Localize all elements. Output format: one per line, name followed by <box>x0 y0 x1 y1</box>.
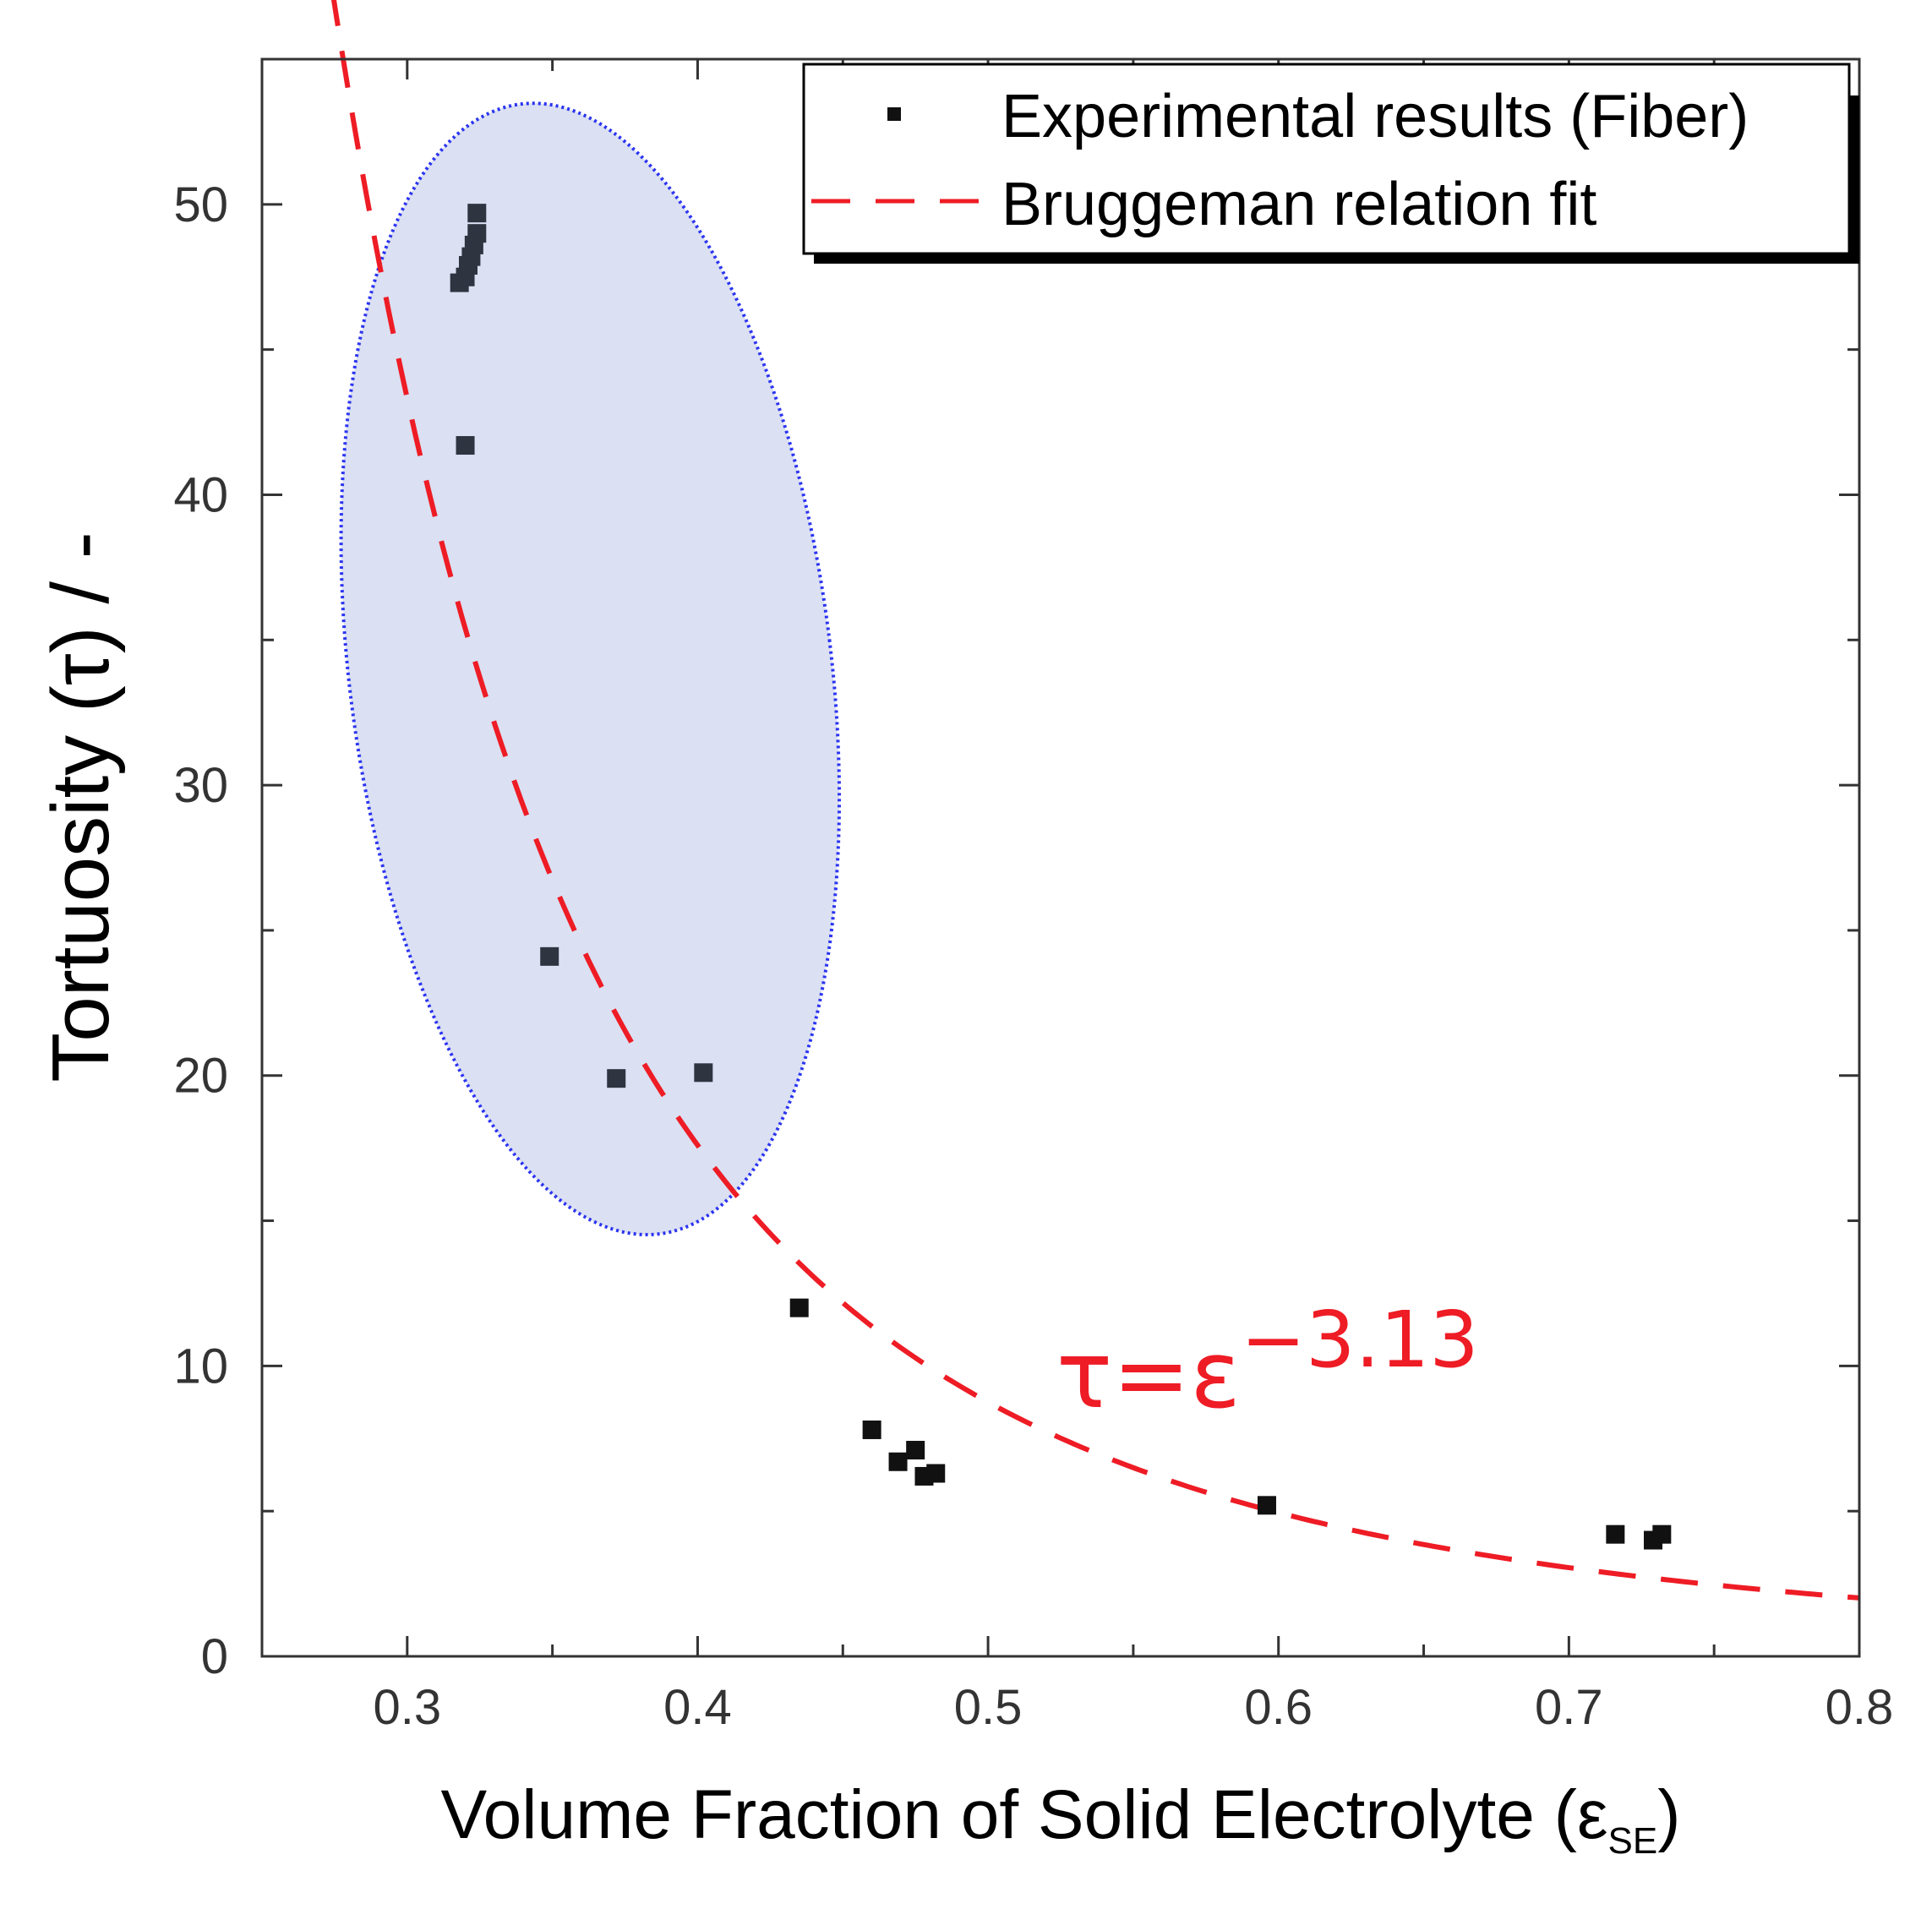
data-point <box>926 1464 946 1483</box>
x-tick-label: 0.3 <box>373 1680 441 1735</box>
data-point <box>789 1298 809 1317</box>
x-axis-title: Volume Fraction of Solid Electrolyte (εS… <box>440 1776 1680 1862</box>
x-axis-title-main: Volume Fraction of Solid Electrolyte (ε <box>440 1776 1607 1853</box>
data-point <box>862 1420 881 1439</box>
legend-label-experimental: Experimental results (Fiber) <box>1001 83 1749 150</box>
y-tick-label: 0 <box>201 1629 228 1684</box>
x-tick-label: 0.8 <box>1826 1680 1894 1735</box>
data-point <box>906 1441 925 1460</box>
y-axis-ticks: 0 10 20 30 40 50 <box>173 57 1859 1684</box>
y-axis-title: Tortuosity (τ) / - <box>35 532 126 1082</box>
x-tick-label: 0.5 <box>954 1680 1023 1735</box>
x-tick-label: 0.4 <box>663 1680 732 1735</box>
data-point <box>1257 1496 1276 1515</box>
data-points <box>450 204 1672 1550</box>
highlight-region <box>339 101 842 1237</box>
plot-frame <box>260 57 1861 1658</box>
legend-box <box>802 63 1851 255</box>
bruggeman-fit-curve <box>330 0 1860 1601</box>
x-axis-title-subscript: SE <box>1608 1820 1658 1862</box>
equation-exponent: −3.13 <box>1241 1295 1479 1385</box>
data-point <box>540 946 559 966</box>
data-point <box>607 1069 626 1088</box>
equation-label: τ=ε−3.13 <box>1056 1295 1479 1429</box>
data-point <box>456 436 475 455</box>
equation-base: τ=ε <box>1056 1321 1241 1429</box>
y-tick-label: 40 <box>173 467 228 522</box>
legend-label-bruggeman: Bruggeman relation fit <box>1001 171 1596 238</box>
x-axis-ticks: 0.3 0.4 0.5 0.6 0.7 0.8 <box>260 59 1894 1735</box>
data-point <box>1606 1524 1625 1544</box>
legend: Experimental results (Fiber) Bruggeman r… <box>802 63 1859 264</box>
data-point <box>467 224 487 243</box>
y-tick-label: 30 <box>173 758 228 813</box>
highlight-ellipse <box>339 101 842 1237</box>
y-tick-label: 20 <box>173 1049 228 1104</box>
x-tick-label: 0.7 <box>1535 1680 1603 1735</box>
data-point <box>888 1452 908 1471</box>
data-point <box>1652 1524 1672 1544</box>
data-point <box>694 1063 713 1083</box>
y-tick-label: 10 <box>173 1339 228 1394</box>
x-axis-title-close: ) <box>1657 1776 1680 1853</box>
legend-marker-square <box>887 107 901 121</box>
x-tick-label: 0.6 <box>1244 1680 1313 1735</box>
data-point <box>467 204 487 223</box>
y-tick-label: 50 <box>173 177 228 232</box>
